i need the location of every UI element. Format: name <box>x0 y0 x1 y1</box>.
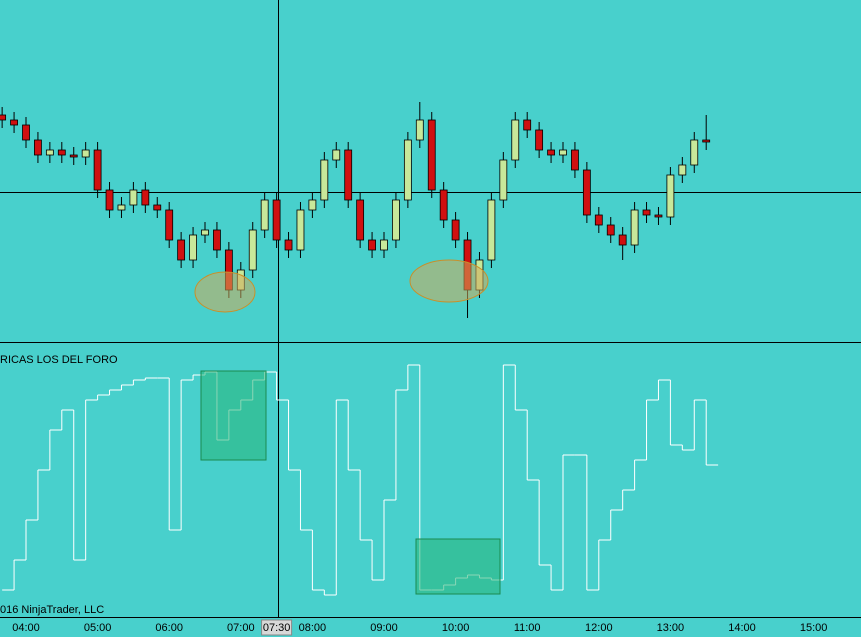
candle-body <box>165 209 174 241</box>
candle-body <box>427 119 436 191</box>
candle-body <box>81 149 90 158</box>
candle-body <box>487 199 496 261</box>
candle-body <box>260 199 269 231</box>
candle-body <box>57 149 66 156</box>
candle-body <box>654 214 663 218</box>
candle-body <box>344 149 353 201</box>
candle-body <box>22 124 30 141</box>
candle-body <box>34 139 42 156</box>
candle-body <box>177 239 186 261</box>
candle-body <box>69 154 78 158</box>
candle-body <box>45 149 54 156</box>
candle-body <box>272 199 281 241</box>
panel-title: RICAS LOS DEL FORO <box>0 354 118 366</box>
candle-body <box>642 209 651 216</box>
candle-body <box>368 239 376 251</box>
candle-body <box>153 204 162 211</box>
time-label: 08:00 <box>299 622 327 634</box>
cursor-time: 07:30 <box>263 622 291 634</box>
time-label: 11:00 <box>514 622 541 634</box>
candle-body <box>559 149 567 156</box>
time-label: 07:00 <box>227 622 255 634</box>
candle-body <box>380 239 388 251</box>
candle-body <box>403 139 412 201</box>
time-label: 05:00 <box>84 622 112 634</box>
highlight-ellipse <box>409 259 489 303</box>
candle-body <box>308 199 317 211</box>
candle-body <box>141 189 150 206</box>
candle-body <box>666 174 675 218</box>
highlight-box <box>415 538 501 595</box>
candle-body <box>201 229 209 236</box>
candle-body <box>547 149 555 156</box>
candle-body <box>213 229 221 251</box>
candle-body <box>93 149 102 191</box>
candle-body <box>523 119 532 131</box>
candle-body <box>618 234 627 246</box>
candle-body <box>690 139 699 166</box>
candle-body <box>189 234 197 261</box>
candle-body <box>606 224 615 236</box>
time-label: 06:00 <box>155 622 183 634</box>
highlight-box <box>200 370 267 461</box>
time-label: 10:00 <box>442 622 470 634</box>
time-label: 09:00 <box>370 622 398 634</box>
candle-body <box>630 209 639 246</box>
candle-body <box>296 209 305 251</box>
candle-body <box>117 204 126 211</box>
candle-body <box>332 149 341 161</box>
highlight-ellipse <box>194 271 256 313</box>
candle-body <box>0 114 7 121</box>
time-label: 12:00 <box>585 622 613 634</box>
candle-body <box>594 214 603 226</box>
copyright: 016 NinjaTrader, LLC <box>0 604 104 616</box>
time-label: 04:00 <box>12 622 40 634</box>
candle-body <box>105 189 114 211</box>
candle-body <box>10 119 18 126</box>
candle-body <box>511 119 520 161</box>
candle-body <box>415 119 424 141</box>
cursor-time-box <box>261 619 293 636</box>
candle-body <box>571 149 579 171</box>
candle-body <box>499 159 508 201</box>
candle-body <box>392 199 400 241</box>
candle-body <box>678 164 687 176</box>
candle-body <box>248 229 257 271</box>
candle-body <box>320 159 329 201</box>
candle-body <box>582 169 591 216</box>
time-label: 14:00 <box>728 622 756 634</box>
candle-body <box>129 189 138 206</box>
marks <box>0 102 719 596</box>
time-label: 13:00 <box>657 622 685 634</box>
time-label: 15:00 <box>800 622 828 634</box>
candle-body <box>702 139 711 143</box>
candle-body <box>535 129 544 151</box>
candle-body <box>451 219 460 241</box>
time-axis-labels: 04:00 05:00 06:00 07:00 08:00 09:00 10:00 11:00… <box>12 619 828 636</box>
candle-body <box>356 199 365 241</box>
candle-body <box>439 189 448 221</box>
candle-body <box>284 239 293 251</box>
